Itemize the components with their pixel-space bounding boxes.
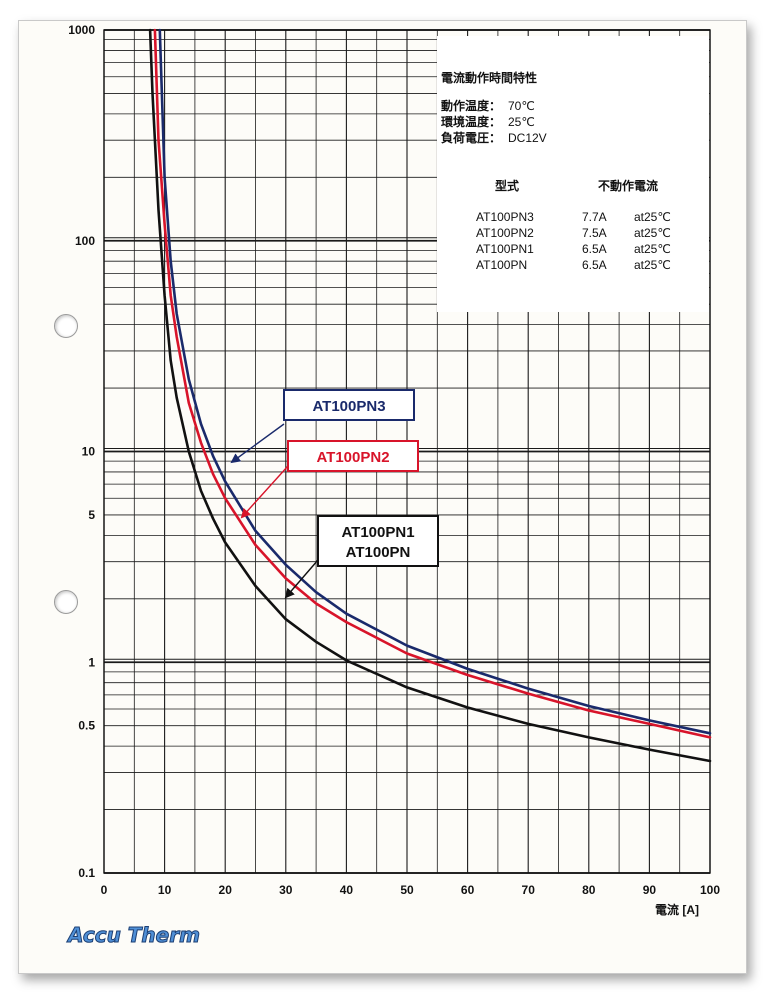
x-tick-label: 0	[101, 883, 108, 897]
annotation-label: AT100PN1	[341, 524, 414, 541]
row-model: AT100PN3	[476, 210, 534, 224]
table-header-model: 型式	[495, 178, 519, 193]
row-condition: at25℃	[634, 210, 671, 224]
row-condition: at25℃	[634, 226, 671, 240]
row-model: AT100PN1	[476, 242, 534, 256]
annotation-box	[287, 440, 419, 472]
condition-value: 25℃	[508, 115, 535, 129]
x-axis-label: 電流 [A]	[655, 902, 699, 917]
x-tick-label: 100	[700, 883, 720, 897]
condition-value: DC12V	[508, 131, 547, 145]
row-model: AT100PN	[476, 258, 527, 272]
info-panel-background	[437, 36, 709, 312]
annotation-label: AT100PN	[346, 544, 411, 561]
x-tick-label: 80	[582, 883, 596, 897]
condition-value: 70℃	[508, 99, 535, 113]
table-header-current: 不動作電流	[598, 178, 658, 193]
row-model: AT100PN2	[476, 226, 534, 240]
x-tick-label: 70	[522, 883, 536, 897]
y-tick-label: 1000	[68, 23, 95, 37]
spec-table-rows: AT100PN3 7.7A at25℃ AT100PN2 7.5A at25℃ AT100P…	[476, 210, 671, 272]
series-line-2	[148, 28, 712, 763]
annotation-box	[317, 515, 439, 567]
y-tick-label: 5	[88, 508, 95, 522]
x-tick-label: 90	[643, 883, 657, 897]
y-tick-label: 0.1	[78, 866, 95, 880]
x-tick-label: 60	[461, 883, 475, 897]
row-current: 7.7A	[582, 210, 607, 224]
condition-list: 動作温度： 70℃ 環境温度： 25℃ 負荷電圧： DC12V	[441, 98, 547, 145]
chart-grid	[103, 29, 711, 874]
x-tick-label: 30	[279, 883, 293, 897]
chart-annotations: AT100PN3 AT100PN2 AT100PN1 AT100PN	[230, 389, 439, 599]
row-current: 7.5A	[582, 226, 607, 240]
row-condition: at25℃	[634, 242, 671, 256]
info-panel: 電流動作時間特性 動作温度： 70℃ 環境温度： 25℃ 負荷電圧： DC12V 型式 不…	[437, 36, 709, 312]
annotation-label: AT100PN2	[316, 449, 389, 466]
annotation-box	[283, 389, 415, 421]
y-tick-label: 0.5	[78, 719, 95, 733]
punch-hole-bottom	[54, 590, 78, 614]
info-title: 電流動作時間特性	[441, 70, 537, 85]
x-tick-label: 10	[158, 883, 172, 897]
y-tick-label: 100	[75, 234, 95, 248]
annotation-arrow	[230, 423, 285, 464]
x-tick-label: 50	[400, 883, 414, 897]
condition-label: 動作温度：	[441, 98, 501, 113]
chart-series	[148, 28, 712, 763]
row-current: 6.5A	[582, 242, 607, 256]
x-tick-label: 20	[219, 883, 233, 897]
condition-label: 環境温度：	[441, 114, 501, 129]
annotation-arrow	[240, 465, 289, 519]
y-tick-label: 1	[88, 655, 95, 669]
condition-label: 負荷電圧：	[441, 130, 501, 145]
y-tick-label: 10	[82, 445, 96, 459]
chart-axes: 0 10 20 30 40 50 60 70 80 90 100 1000 100 10 5 1 0.5 0.1	[68, 23, 720, 897]
annotation-label: AT100PN3	[312, 398, 385, 415]
series-line-1	[153, 28, 712, 739]
row-condition: at25℃	[634, 258, 671, 272]
annotation-arrow	[284, 559, 319, 599]
accu-therm-logo: Accu Therm	[66, 923, 200, 947]
plot-border	[103, 29, 711, 874]
row-current: 6.5A	[582, 258, 607, 272]
punch-hole-top	[54, 314, 78, 338]
series-line-0	[158, 28, 712, 735]
x-tick-label: 40	[340, 883, 354, 897]
